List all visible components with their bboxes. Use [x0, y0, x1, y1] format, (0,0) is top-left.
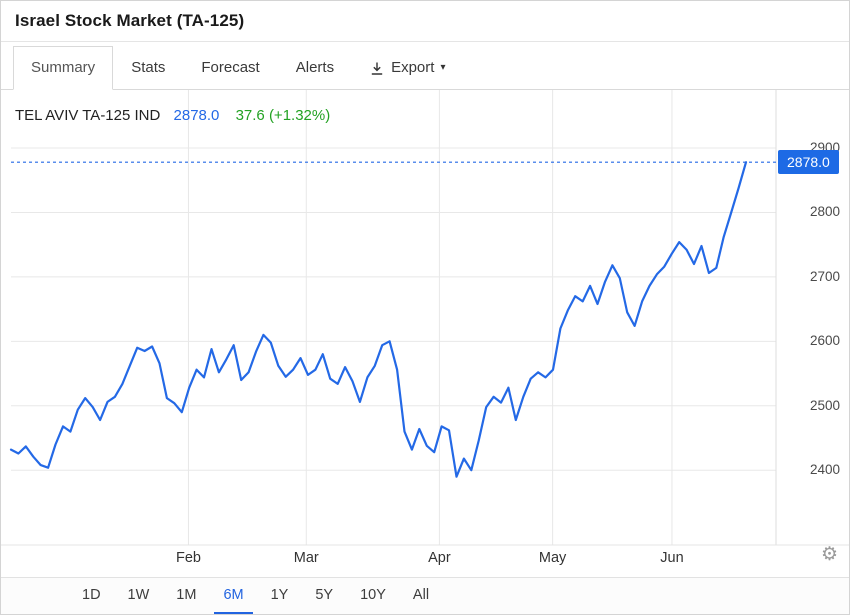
- price-line-series: [9, 161, 748, 478]
- title-bar: Israel Stock Market (TA-125): [1, 1, 849, 42]
- y-axis-label: 2800: [809, 204, 840, 220]
- page-title: Israel Stock Market (TA-125): [15, 11, 245, 30]
- x-axis-label: Jun: [660, 550, 684, 566]
- range-button-1d[interactable]: 1D: [82, 587, 101, 603]
- gear-icon[interactable]: ⚙: [820, 544, 838, 565]
- instrument-name: TEL AVIV TA-125 IND: [15, 107, 161, 124]
- instrument-value: 2878.0: [173, 107, 220, 124]
- tab-bar: Summary Stats Forecast Alerts Export ▾: [1, 42, 849, 90]
- tab-alerts[interactable]: Alerts: [278, 46, 352, 90]
- last-price-badge: 2878.0: [778, 150, 839, 175]
- range-button-5y[interactable]: 5Y: [315, 587, 334, 603]
- range-button-1w[interactable]: 1W: [127, 587, 150, 603]
- range-button-all[interactable]: All: [412, 587, 430, 603]
- tab-label: Alerts: [295, 59, 335, 76]
- instrument-header: TEL AVIV TA-125 IND 2878.0 37.6 (+1.32%): [15, 107, 330, 124]
- download-icon: [370, 61, 384, 76]
- chart-area: TEL AVIV TA-125 IND 2878.0 37.6 (+1.32%)…: [1, 90, 849, 577]
- price-chart[interactable]: [1, 90, 850, 577]
- tab-label: Summary: [31, 59, 96, 76]
- tab-label: Forecast: [201, 59, 260, 76]
- range-selector-bar: 1D 1W 1M 6M 1Y 5Y 10Y All: [1, 577, 849, 614]
- y-axis-label: 2500: [809, 397, 840, 413]
- tab-stats[interactable]: Stats: [113, 46, 183, 90]
- range-button-1y[interactable]: 1Y: [270, 587, 289, 603]
- range-button-6m[interactable]: 6M: [214, 578, 253, 614]
- instrument-change: 37.6 (+1.32%): [235, 107, 331, 124]
- tab-summary[interactable]: Summary: [13, 46, 114, 90]
- y-axis-label: 2400: [809, 462, 840, 478]
- x-axis-label: May: [538, 550, 567, 566]
- range-button-10y[interactable]: 10Y: [360, 587, 386, 603]
- tab-forecast[interactable]: Forecast: [183, 46, 277, 90]
- caret-down-icon: ▾: [440, 62, 446, 73]
- y-axis-label: 2700: [809, 268, 840, 284]
- tab-export[interactable]: Export ▾: [352, 46, 463, 90]
- range-button-1m[interactable]: 1M: [176, 587, 197, 603]
- x-axis-label: Apr: [428, 550, 451, 566]
- y-axis-label: 2600: [809, 333, 840, 349]
- tab-label: Export: [391, 59, 435, 76]
- tab-label: Stats: [131, 59, 166, 76]
- x-axis-label: Feb: [175, 550, 201, 566]
- x-axis-label: Mar: [293, 550, 319, 566]
